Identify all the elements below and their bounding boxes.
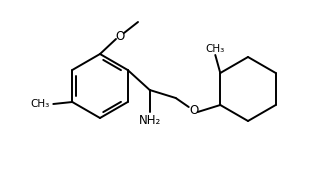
Text: CH₃: CH₃ (30, 99, 49, 109)
Text: O: O (115, 30, 125, 42)
Text: O: O (189, 104, 198, 117)
Text: NH₂: NH₂ (139, 114, 161, 127)
Text: CH₃: CH₃ (206, 44, 225, 54)
